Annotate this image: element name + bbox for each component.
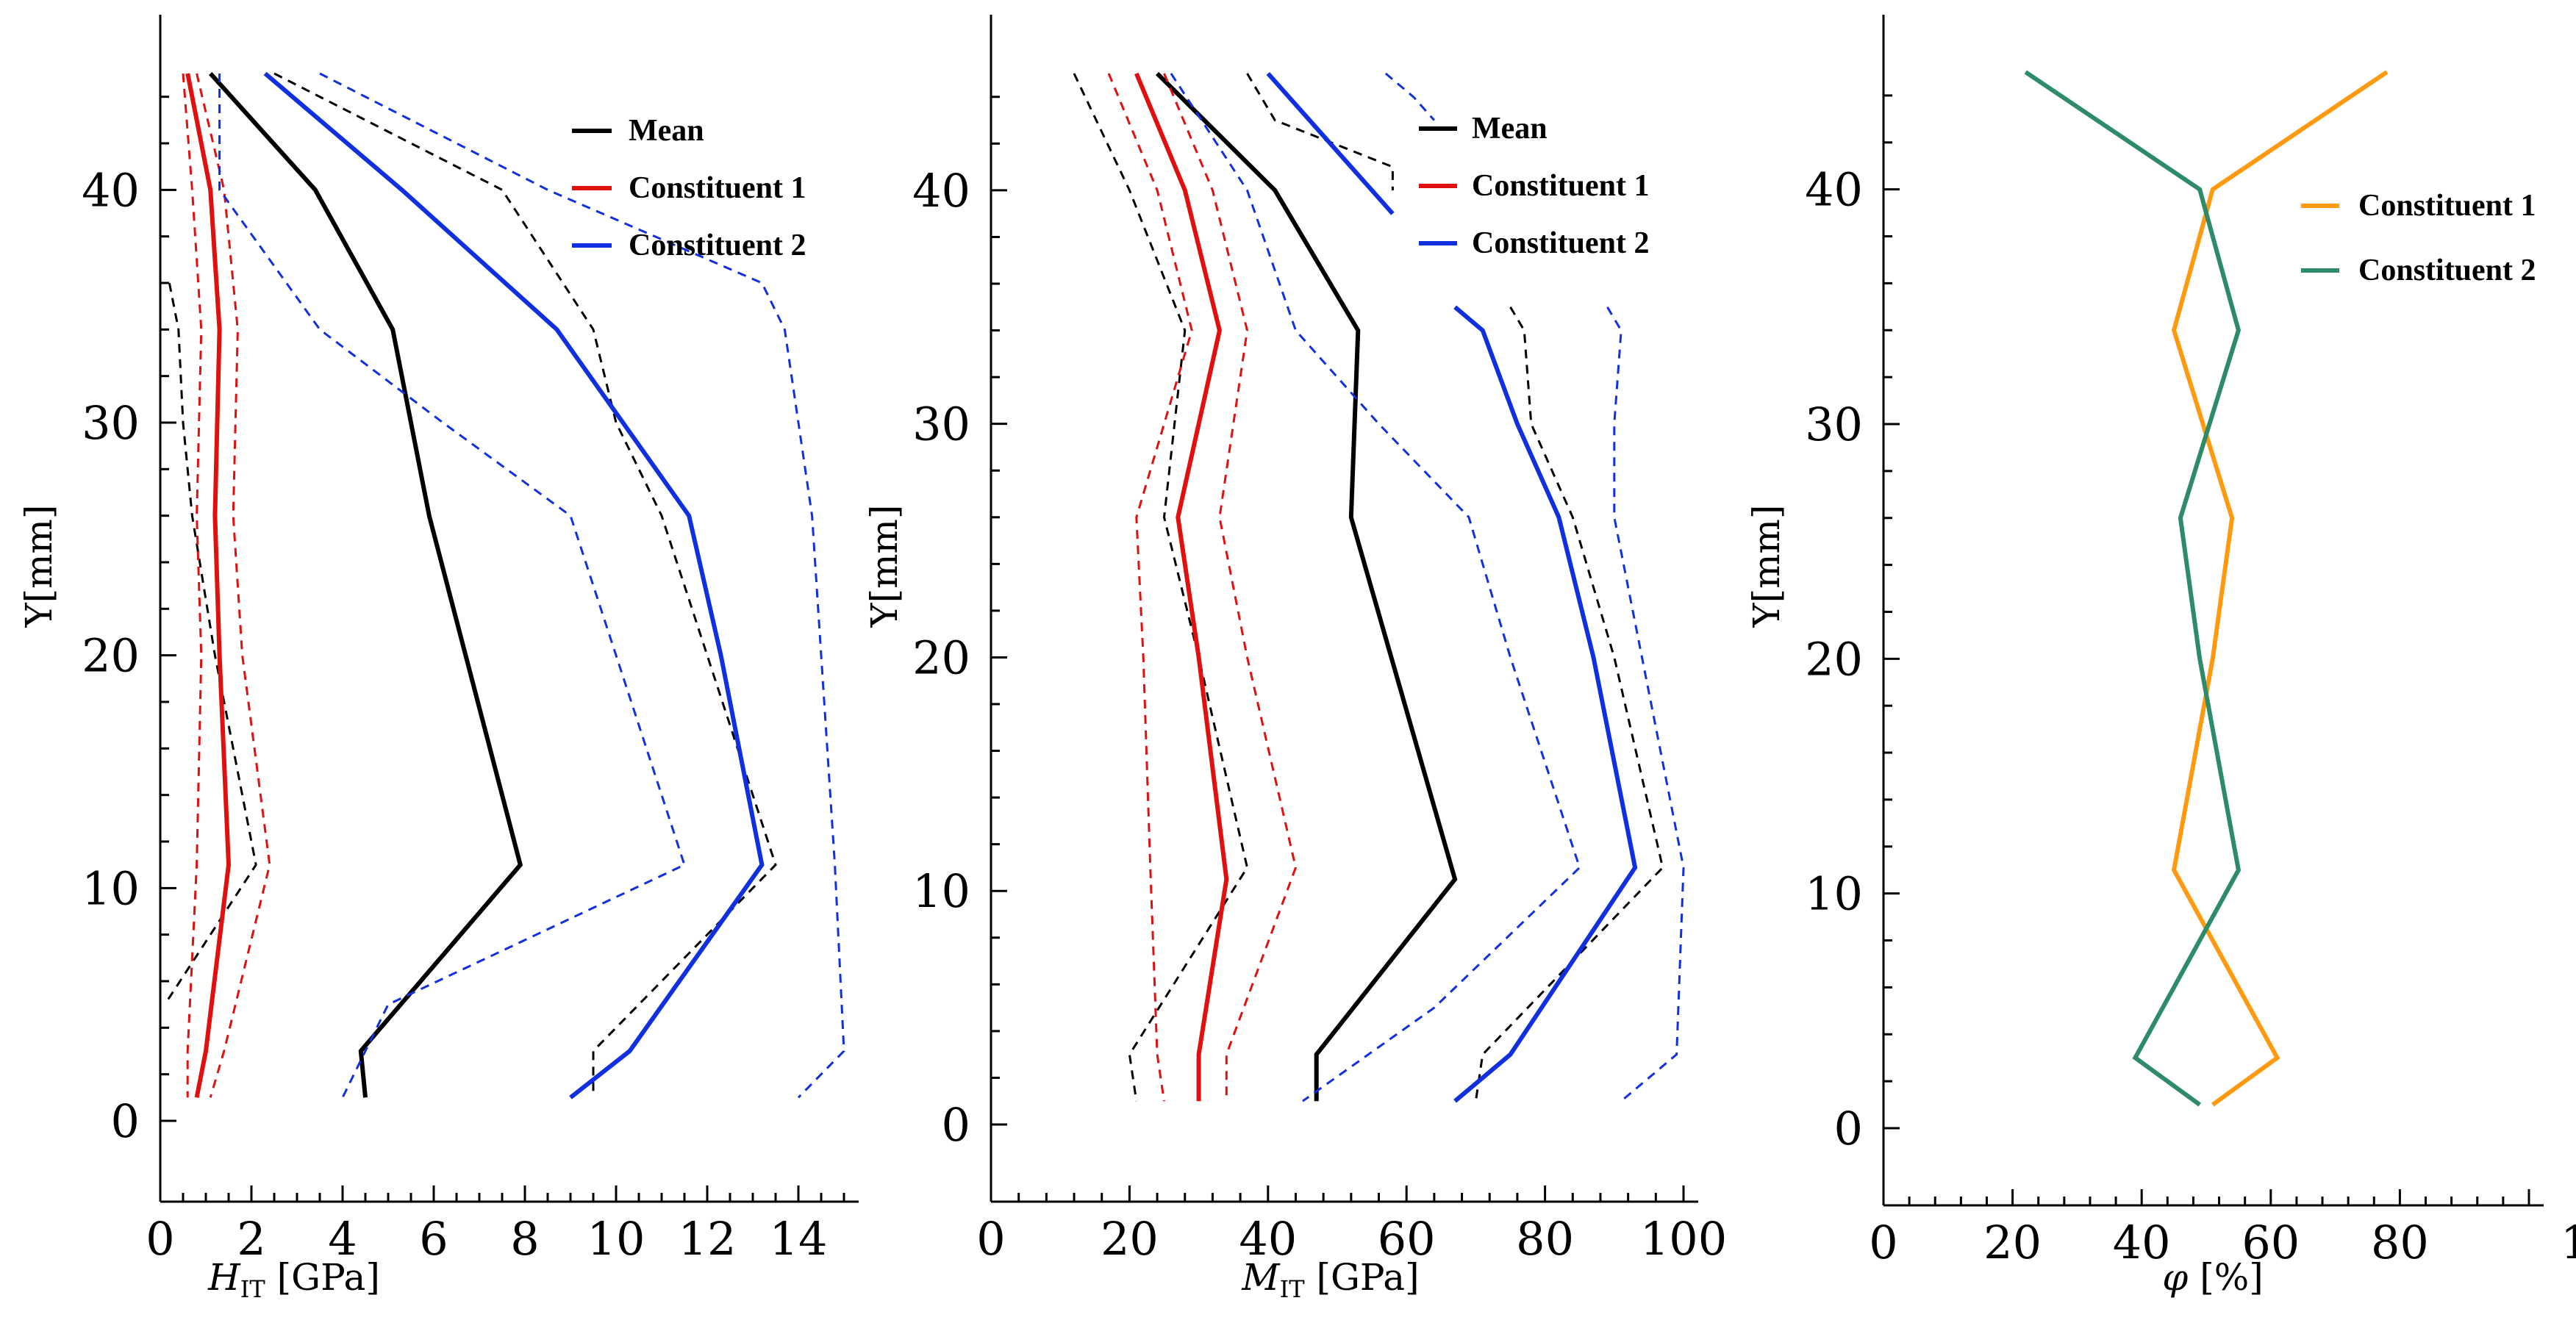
- series-dashed-band-line: [273, 72, 777, 1098]
- x-tick-label: 60: [2242, 1216, 2300, 1269]
- panel-hardness: 0 10 20 30 40 0 2 4 6 8 10 12 14 Mean Constituent 1 Con…: [18, 15, 859, 1303]
- series-solid-band-line: [1453, 305, 1638, 1103]
- x-tick-label: 100: [1640, 1212, 1727, 1266]
- series-dashed-band-line: [319, 72, 845, 1099]
- y-tick-label: 20: [1805, 632, 1863, 686]
- y-tick-label: 10: [1805, 867, 1863, 921]
- y-tick-label: 40: [1805, 163, 1863, 217]
- y-tick-label: 10: [82, 861, 140, 915]
- y-tick-label: 30: [912, 398, 970, 451]
- series-constituent-1-line: [185, 73, 232, 1098]
- x-tick-label: 8: [510, 1212, 539, 1266]
- x-tick-label: 4: [328, 1212, 357, 1266]
- y-tick-label: 0: [111, 1094, 140, 1148]
- y-tick-label: 40: [912, 164, 970, 218]
- series-constituent-2-line: [1266, 72, 1395, 215]
- series-dashed-band-line: [1474, 306, 1664, 1102]
- series-dashed-band-line: [1073, 73, 1249, 1102]
- legend-label: Constituent 1: [2358, 189, 2536, 223]
- x-tick-label: 0: [976, 1212, 1005, 1266]
- x-tick-label: 20: [1983, 1216, 2042, 1269]
- y-tick-label: 0: [1834, 1102, 1863, 1155]
- series-dashed-band-line: [163, 282, 257, 1005]
- panel-fraction: 0 10 20 30 40 0 20 40 60 80 100 Constituent 1 Consti…: [1745, 15, 2576, 1299]
- series-constituent-1-line: [2171, 70, 2389, 1107]
- plot-layer-2: 0 10 20 30 40 0 20 40 60 80 100 Constituent 1 Consti…: [1805, 15, 2576, 1269]
- series-dashed-band-line: [1606, 306, 1685, 1102]
- y-tick-label: 10: [912, 864, 970, 918]
- legend-label: Constituent 2: [629, 229, 806, 262]
- plot-layer-0: 0 10 20 30 40 0 2 4 6 8 10 12 14 Mean Constituent 1 Con…: [82, 15, 859, 1266]
- x-axis-label-modulus: MIT [GPa]: [1241, 1256, 1419, 1303]
- legend-label: Mean: [629, 114, 704, 148]
- series-constituent-2-line: [2024, 70, 2242, 1107]
- plot-layer-1: 0 10 20 30 40 0 20 40 60 80 100 Mean Constituent 1 Co…: [912, 15, 1727, 1266]
- x-tick-label: 2: [237, 1212, 265, 1266]
- x-tick-label: 0: [146, 1212, 174, 1266]
- series-dashed-band-line: [182, 73, 203, 1098]
- series-constituent-2-line: [263, 71, 765, 1100]
- x-tick-label: 12: [679, 1212, 737, 1266]
- x-axis-label-fraction: φ [%]: [2162, 1256, 2263, 1299]
- legend-label: Mean: [1472, 112, 1548, 146]
- x-tick-label: 6: [419, 1212, 448, 1266]
- x-tick-label: 10: [587, 1212, 645, 1266]
- x-axis-label-hardness: HIT [GPa]: [207, 1256, 380, 1303]
- y-tick-label: 20: [912, 631, 970, 684]
- x-tick-label: 80: [2371, 1216, 2429, 1269]
- x-tick-label: 40: [1239, 1212, 1297, 1266]
- x-tick-label: 100: [2561, 1216, 2576, 1269]
- y-axis-label-modulus: Y[mm]: [863, 505, 906, 628]
- y-axis-label-hardness: Y[mm]: [18, 505, 60, 628]
- series-dashed-band-line: [1246, 73, 1394, 190]
- series-dashed-band-line: [1107, 73, 1193, 1102]
- x-tick-label: 80: [1516, 1212, 1574, 1266]
- x-tick-label: 20: [1101, 1212, 1159, 1266]
- y-tick-label: 20: [82, 629, 140, 683]
- series-dashed-band-line: [1384, 72, 1436, 121]
- y-tick-label: 0: [942, 1098, 970, 1152]
- series-mean-line: [208, 71, 523, 1098]
- y-tick-label: 30: [1805, 398, 1863, 451]
- y-tick-label: 30: [82, 396, 140, 450]
- x-tick-label: 0: [1869, 1216, 1897, 1269]
- legend-label: Constituent 1: [1472, 169, 1650, 203]
- panel-modulus: 0 10 20 30 40 0 20 40 60 80 100 Mean Constituent 1 Co…: [863, 15, 1727, 1303]
- legend-label: Constituent 2: [1472, 226, 1650, 260]
- series-constituent-1-line: [1134, 72, 1229, 1102]
- series-dashed-band-line: [1163, 73, 1298, 1102]
- x-tick-label: 60: [1378, 1212, 1436, 1266]
- legend-label: Constituent 1: [629, 171, 806, 205]
- series-dashed-band-line: [196, 73, 271, 1098]
- series-dashed-band-line: [1170, 73, 1581, 1102]
- series-mean-line: [1155, 71, 1458, 1102]
- series-dashed-band-line: [218, 73, 686, 1098]
- x-tick-label: 14: [770, 1212, 828, 1266]
- y-tick-label: 40: [82, 163, 140, 217]
- legend-label: Constituent 2: [2358, 254, 2536, 287]
- x-tick-label: 40: [2113, 1216, 2171, 1269]
- y-axis-label-fraction: Y[mm]: [1745, 505, 1788, 628]
